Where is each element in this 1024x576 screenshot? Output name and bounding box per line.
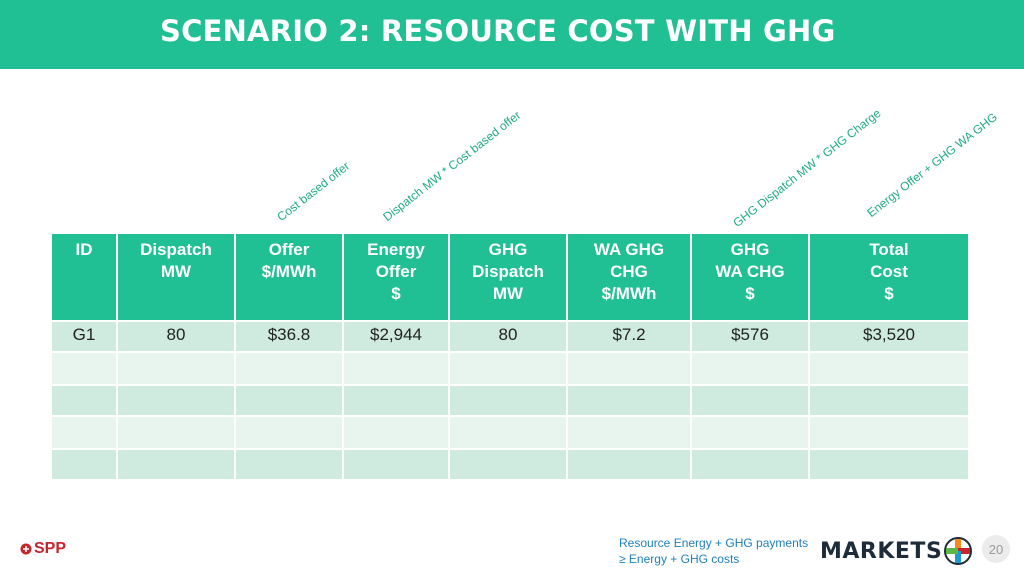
table-cell bbox=[344, 386, 448, 415]
title-bar: SCENARIO 2: RESOURCE COST WITH GHG bbox=[0, 0, 1024, 69]
table-cell: $576 bbox=[692, 322, 808, 351]
table-cell bbox=[236, 450, 342, 479]
spp-logo: SPP bbox=[20, 540, 66, 558]
page-number: 20 bbox=[982, 535, 1010, 563]
table-cell bbox=[52, 450, 116, 479]
footer-note-line2: ≥ Energy + GHG costs bbox=[619, 552, 740, 566]
table-cell bbox=[568, 417, 690, 448]
table-cell: $36.8 bbox=[236, 322, 342, 351]
footer-note: Resource Energy + GHG payments ≥ Energy … bbox=[619, 535, 808, 567]
header-cell: WA GHG CHG $/MWh bbox=[568, 234, 690, 320]
table-cell: $7.2 bbox=[568, 322, 690, 351]
markets-plus-icon bbox=[944, 537, 973, 565]
table-cell bbox=[344, 450, 448, 479]
table-cell bbox=[450, 386, 566, 415]
spp-logo-icon bbox=[20, 543, 32, 555]
table-cell bbox=[118, 386, 234, 415]
table-cell bbox=[118, 353, 234, 384]
table-cell bbox=[568, 450, 690, 479]
table-cell bbox=[692, 353, 808, 384]
table-cell bbox=[344, 353, 448, 384]
table-cell bbox=[52, 386, 116, 415]
table-cell bbox=[450, 353, 566, 384]
table-cell bbox=[118, 450, 234, 479]
table-cell bbox=[692, 417, 808, 448]
table-cell bbox=[692, 386, 808, 415]
markets-plus-logo: MARKETS bbox=[820, 536, 973, 566]
table-cell bbox=[236, 386, 342, 415]
header-cell: Energy Offer $ bbox=[344, 234, 448, 320]
spp-logo-text: SPP bbox=[34, 540, 67, 557]
header-cell: Total Cost $ bbox=[810, 234, 968, 320]
table-cell: $2,944 bbox=[344, 322, 448, 351]
table-cell bbox=[118, 417, 234, 448]
footer-note-line1: Resource Energy + GHG payments bbox=[619, 536, 809, 550]
header-cell: ID bbox=[52, 234, 116, 320]
table-cell bbox=[692, 450, 808, 479]
table-cell bbox=[236, 353, 342, 384]
annotation-ghg-wa: GHG Dispatch MW * GHG Charge bbox=[730, 106, 884, 230]
header-cell: Dispatch MW bbox=[118, 234, 234, 320]
header-cell: Offer $/MWh bbox=[236, 234, 342, 320]
table-cell bbox=[450, 417, 566, 448]
table-cell bbox=[810, 417, 968, 448]
table-cell bbox=[810, 353, 968, 384]
slide-title: SCENARIO 2: RESOURCE COST WITH GHG bbox=[160, 14, 836, 48]
table-cell: $3,520 bbox=[810, 322, 968, 351]
header-cell: GHG Dispatch MW bbox=[450, 234, 566, 320]
table-cell bbox=[810, 386, 968, 415]
table-cell bbox=[52, 417, 116, 448]
annotation-total: Energy Offer + GHG WA GHG bbox=[864, 109, 1000, 220]
table-cell bbox=[236, 417, 342, 448]
table-cell bbox=[568, 353, 690, 384]
annotation-energy-offer: Dispatch MW * Cost based offer bbox=[380, 107, 524, 224]
table-cell bbox=[568, 386, 690, 415]
cost-table: ID Dispatch MW Offer $/MWh Energy Offer $ GH… bbox=[52, 234, 968, 479]
table-cell bbox=[344, 417, 448, 448]
table-cell bbox=[450, 450, 566, 479]
markets-logo-text: MARKETS bbox=[820, 538, 943, 564]
table-cell bbox=[810, 450, 968, 479]
header-cell: GHG WA CHG $ bbox=[692, 234, 808, 320]
table-cell bbox=[52, 353, 116, 384]
table-cell: 80 bbox=[118, 322, 234, 351]
table-cell: G1 bbox=[52, 322, 116, 351]
annotation-offer: Cost based offer bbox=[274, 158, 353, 224]
table-cell: 80 bbox=[450, 322, 566, 351]
